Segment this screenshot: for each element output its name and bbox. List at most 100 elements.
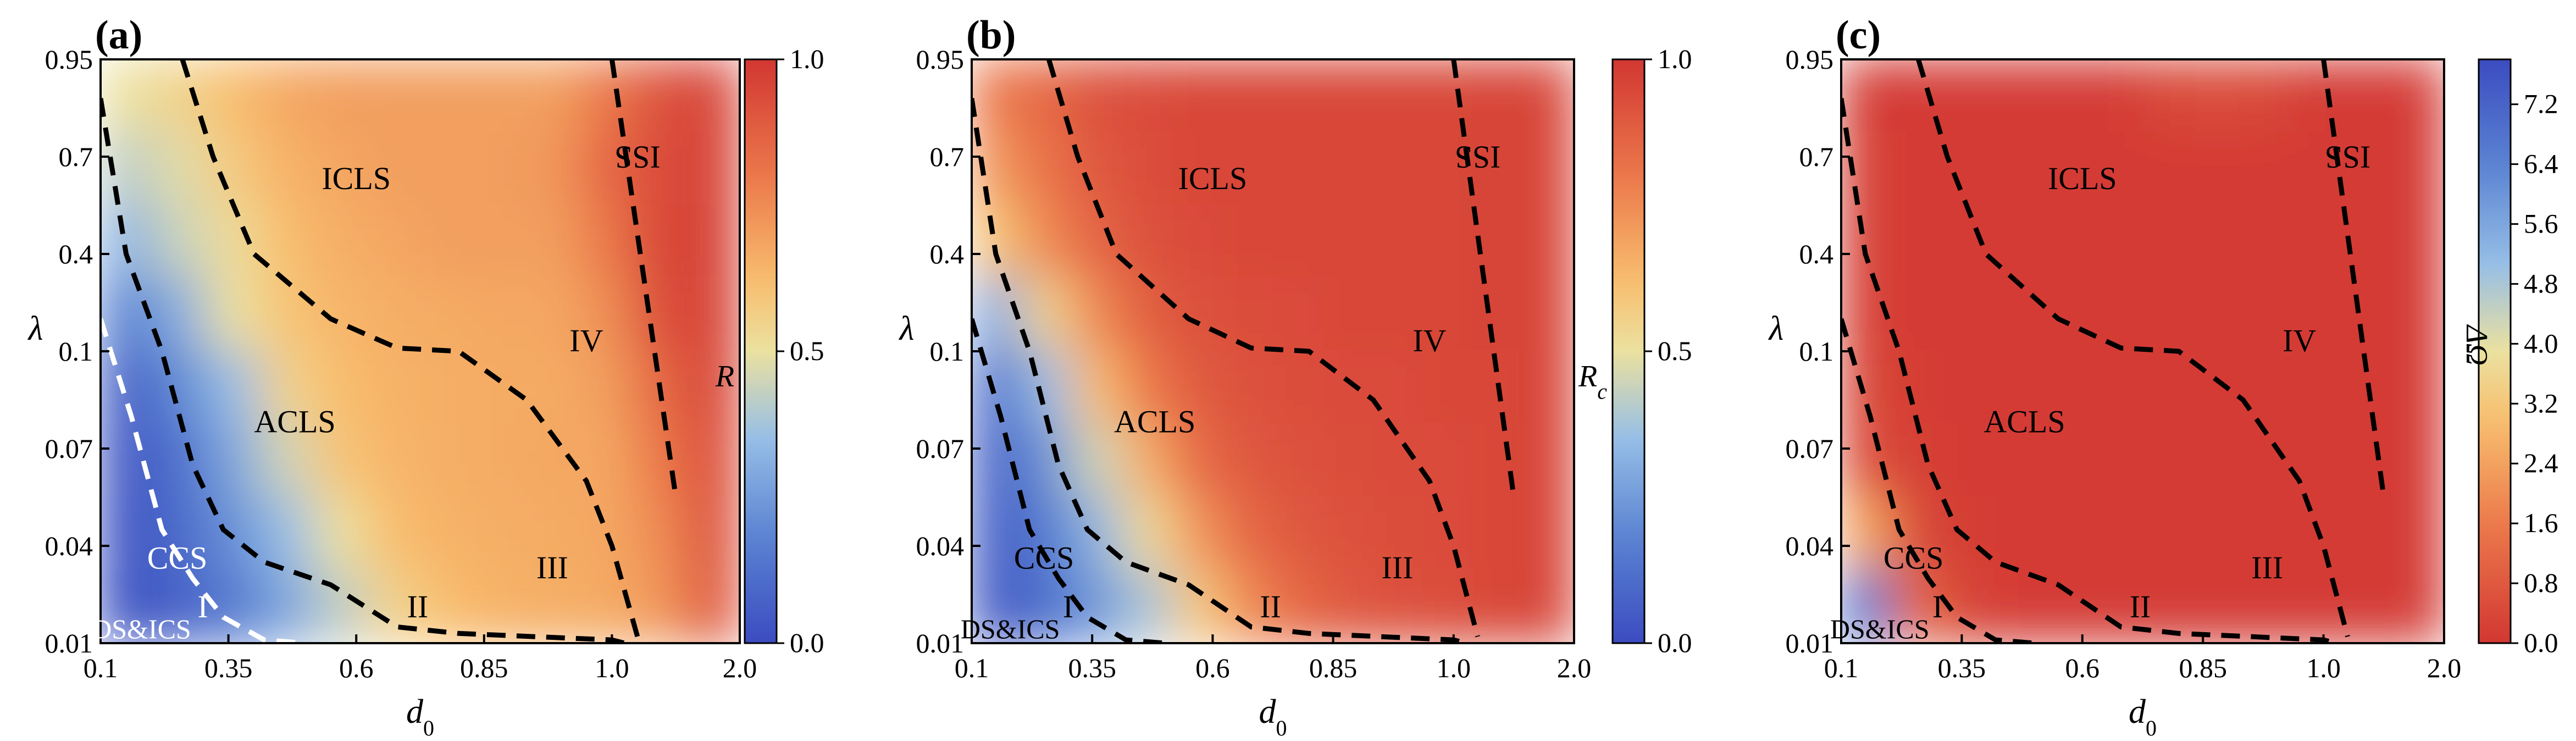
heatmap-cell [1422,350,1475,425]
heatmap-cell [579,59,635,134]
heatmap-cell [419,423,475,499]
heatmap-cell [1221,350,1274,425]
heatmap-cell [1272,277,1325,352]
heatmap-cell [1121,59,1174,134]
region-label: ISS [1455,140,1501,175]
colorbar-tick-label: 7.2 [2524,89,2558,119]
heatmap-cell [259,131,315,207]
heatmap-cell [579,277,635,352]
colorbar-tick-label: 1.6 [2524,507,2558,538]
heatmap-cell [1422,423,1475,499]
y-tick-label: 0.95 [916,44,965,75]
heatmap-cell [1372,350,1425,425]
colorbar-label-sub: c [1597,379,1607,403]
colorbar-label: R [715,360,734,394]
heatmap-cell [1841,496,1893,572]
x-tick-label: 0.85 [1309,652,1358,683]
region-label: III [536,550,568,585]
heatmap-cell [1890,423,1943,499]
heatmap-cell [2091,350,2144,425]
heatmap-cell [1372,59,1425,134]
region-label: III [2251,550,2283,585]
heatmap-cell [259,350,315,425]
heatmap-cell [2191,59,2245,134]
heatmap-cell [1071,277,1123,352]
heatmap-cell [1171,350,1224,425]
region-label: ICLS [1178,161,1248,196]
heatmap-cell [2392,59,2444,134]
heatmap-cell [1522,350,1574,425]
heatmap-cell [419,131,475,207]
heatmap-cell [972,350,1023,425]
y-tick-label: 0.4 [1799,239,1834,269]
region-label: ICLS [322,161,391,196]
heatmap-cell [472,350,528,425]
y-tick-label: 0.1 [930,336,965,367]
heatmap-cell [2392,204,2444,280]
heatmap-cell [972,423,1023,499]
heatmap-cell [1021,423,1073,499]
heatmap-cell [419,204,475,280]
heatmap-cell [152,277,208,352]
heatmap-cell [472,277,528,352]
heatmap-cell [2392,569,2444,643]
colorbar-tick-label: 4.0 [2524,328,2558,358]
boundary-line [1451,59,1516,498]
heatmap-cell [2242,496,2295,572]
heatmap-cell [2242,423,2295,499]
region-label: I [1063,589,1073,624]
colorbar-tick-label: 3.2 [2524,388,2558,418]
panel-1: 0.1 0.35 0.6 0.85 1.0 2.0 0.95 0.7 0.4 0.1 0.07 0.0… [899,13,1692,740]
region-label: II [407,589,429,624]
heatmap-cell [365,496,422,572]
heatmap-cell [1841,423,1893,499]
panel-label: (b) [966,13,1016,58]
region-label: IV [2283,323,2316,358]
heatmap-cell [1272,204,1325,280]
colorbar-tick-label: 6.4 [2524,148,2558,179]
y-tick-label: 0.7 [59,141,93,172]
heatmap-cell [1940,277,1993,352]
panel-label: (c) [1836,13,1881,58]
y-tick-label: 0.07 [45,433,93,464]
x-tick-label: 2.0 [2427,652,2462,683]
heatmap-cell [2041,496,2094,572]
heatmap-cell [419,277,475,352]
y-axis-label: λ [1768,310,1784,347]
heatmap-cell [152,423,208,499]
heatmap-cell [312,131,368,207]
heatmap-cell [365,423,422,499]
heatmap-cell [1422,131,1475,207]
heatmap-cell [472,59,528,134]
heatmap-cell [1472,423,1525,499]
heatmap-cell [152,131,208,207]
region-label: CCS [147,540,208,576]
y-tick-label: 0.1 [1799,336,1834,367]
heatmap-cell [632,131,688,207]
heatmap-cell [685,350,740,425]
heatmap-cell [2292,569,2345,643]
region-label: II [2130,589,2151,624]
heatmap-cell [2191,423,2245,499]
y-tick-label: 0.4 [930,239,965,269]
heatmap-cell [1890,59,1943,134]
heatmap-cell [2141,496,2194,572]
heatmap-cell [1071,350,1123,425]
heatmap-cell [1071,423,1123,499]
heatmap-cell [1121,131,1174,207]
heatmap-cell [1221,277,1274,352]
heatmap-cell [1221,59,1274,134]
heatmap-cell [2191,569,2245,643]
heatmap-cell [2342,423,2395,499]
heatmap-cell [2342,569,2395,643]
heatmap-cell [1021,350,1073,425]
y-tick-label: 0.7 [930,141,965,172]
y-tick-label: 0.04 [916,530,965,561]
heatmap-cell [2342,131,2395,207]
heatmap-cell [2141,204,2194,280]
heatmap-cell [1991,350,2043,425]
heatmap-cell [419,496,475,572]
heatmap-cell [2292,277,2345,352]
heatmap-cell [632,423,688,499]
region-label: ISS [2325,140,2371,175]
